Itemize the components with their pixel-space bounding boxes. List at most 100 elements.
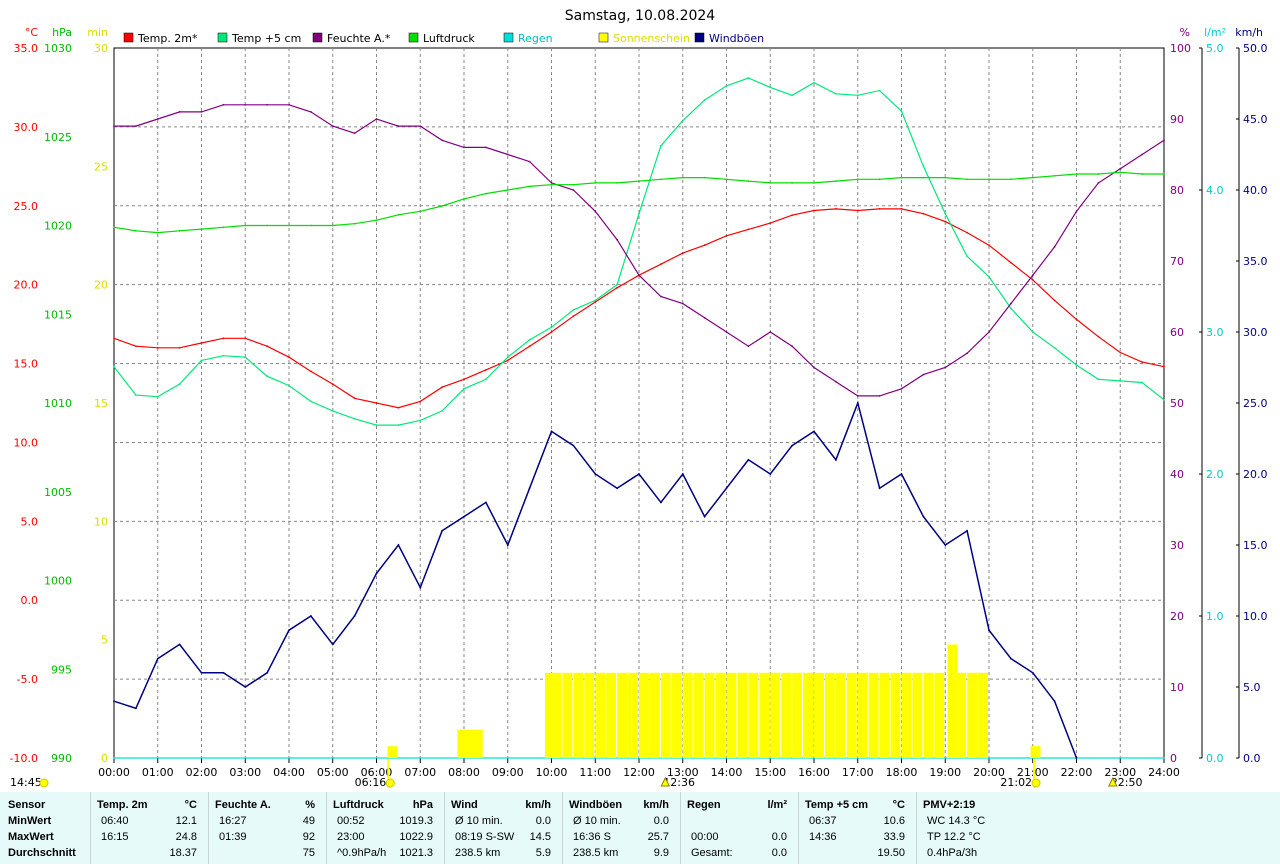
stats-column: Temp. 2m °C 06:40 12.1 16:15 24.8 18.37 [90,792,209,864]
series-point [1053,299,1056,302]
temp-tick-label: -10.0 [10,752,38,765]
stats-cell-value: 10.6 [883,815,905,827]
stats-cell-label: ^0.9hPa/h [337,847,387,859]
series-point [244,337,247,340]
series-point [353,417,356,420]
series-point [1097,335,1100,338]
series-point [725,234,728,237]
moon-icon [1108,776,1118,787]
series-point [244,356,247,359]
series-point [441,139,443,142]
stats-cell-label: 238.5 km [573,847,619,859]
legend-label: Feuchte A.* [327,32,391,45]
series-point [288,224,290,227]
humidity-tick-label: 90 [1170,113,1184,126]
sunshine-bar [544,672,555,758]
series-point [1031,331,1034,333]
x-tick-label: 06:00 [361,766,393,779]
series-point [1010,302,1012,305]
series-point [441,386,443,389]
series-point [835,180,837,183]
x-tick-label: 18:00 [886,766,918,779]
series-point [856,178,859,181]
stats-cell-label: 00:00 [691,831,719,843]
stats-column-header: Regen [687,799,721,811]
stats-column: Windböen km/h Ø 10 min. 0.0 16:36 S 25.7 238.5… [562,792,681,864]
stats-cell-label: 238.5 km [455,847,501,859]
series-point [222,671,225,674]
series-point [769,331,772,333]
x-tick-label: 15:00 [754,766,786,779]
series-point [288,629,290,632]
stats-column-unit: °C [184,799,197,811]
series-point [747,458,750,461]
series-point [703,515,706,518]
series-point [1010,178,1012,181]
series-point [331,643,334,646]
series-point [375,219,378,222]
stats-column-header: Luftdruck [333,799,384,811]
series-point [288,384,290,387]
x-tick-label: 03:00 [229,766,261,779]
series-point [769,222,772,225]
x-tick-label: 22:00 [1061,766,1093,779]
series-point [266,103,268,106]
series-point [397,213,400,216]
series-point [550,183,553,186]
series-point [353,132,356,135]
series-point [856,94,859,97]
temp-tick-label: -5.0 [17,673,38,686]
series-point [113,125,115,127]
pressure-tick-label: 1005 [44,486,72,499]
stats-cell-label: Gesamt: [691,847,733,859]
sunshine-bar [617,672,628,758]
series-point [178,229,181,232]
sunshine-bar [846,672,857,758]
stats-cell-value: 49 [302,815,315,827]
axes: 00:00 01:00 02:00 03:00 04:00 05:00 06:00 07:00… [10,26,1268,789]
stats-cell-label: 01:39 [219,831,247,843]
series-point [638,274,640,277]
series-point [616,286,618,289]
stats-cell-value: 33.9 [883,831,905,843]
series-point [135,707,137,710]
series-point [835,458,837,461]
series-point [266,345,268,348]
stats-column-unit: % [305,799,315,811]
series-point [725,85,728,87]
sunshine-bar [824,672,835,758]
series-point [988,178,990,181]
x-tick-label: 13:00 [667,766,699,779]
series-point [113,757,115,759]
series-point [222,226,225,229]
series-point [900,110,903,112]
sunshine-bar [956,672,967,758]
stats-cell-label: 06:40 [101,815,129,827]
series-point [769,182,772,184]
series-point [244,103,247,106]
series-point [353,615,356,617]
legend-swatch [598,32,609,43]
stats-column-header: Windböen [569,799,623,811]
series-point [856,395,859,397]
series-point [703,316,706,319]
series-point [572,309,575,311]
sun-icon [39,778,49,788]
pressure-tick-label: 995 [51,663,72,676]
sunshine-bar [704,672,715,758]
time-marker-label: 14:45 [10,776,42,789]
stats-cell-label: 08:19 S-SW [455,831,515,843]
series-point [331,125,334,127]
rain-tick-label: 4.0 [1206,184,1224,197]
series-point [572,189,575,191]
series-point [178,383,181,385]
series-point [463,146,465,149]
wind-tick-label: 45.0 [1243,113,1268,126]
x-tick-label: 11:00 [579,766,611,779]
series-point [791,94,793,97]
series-point [594,301,597,303]
series-point [485,378,487,381]
sunshine-bar [595,672,606,758]
series-point [1075,210,1078,213]
series-point [441,410,443,412]
